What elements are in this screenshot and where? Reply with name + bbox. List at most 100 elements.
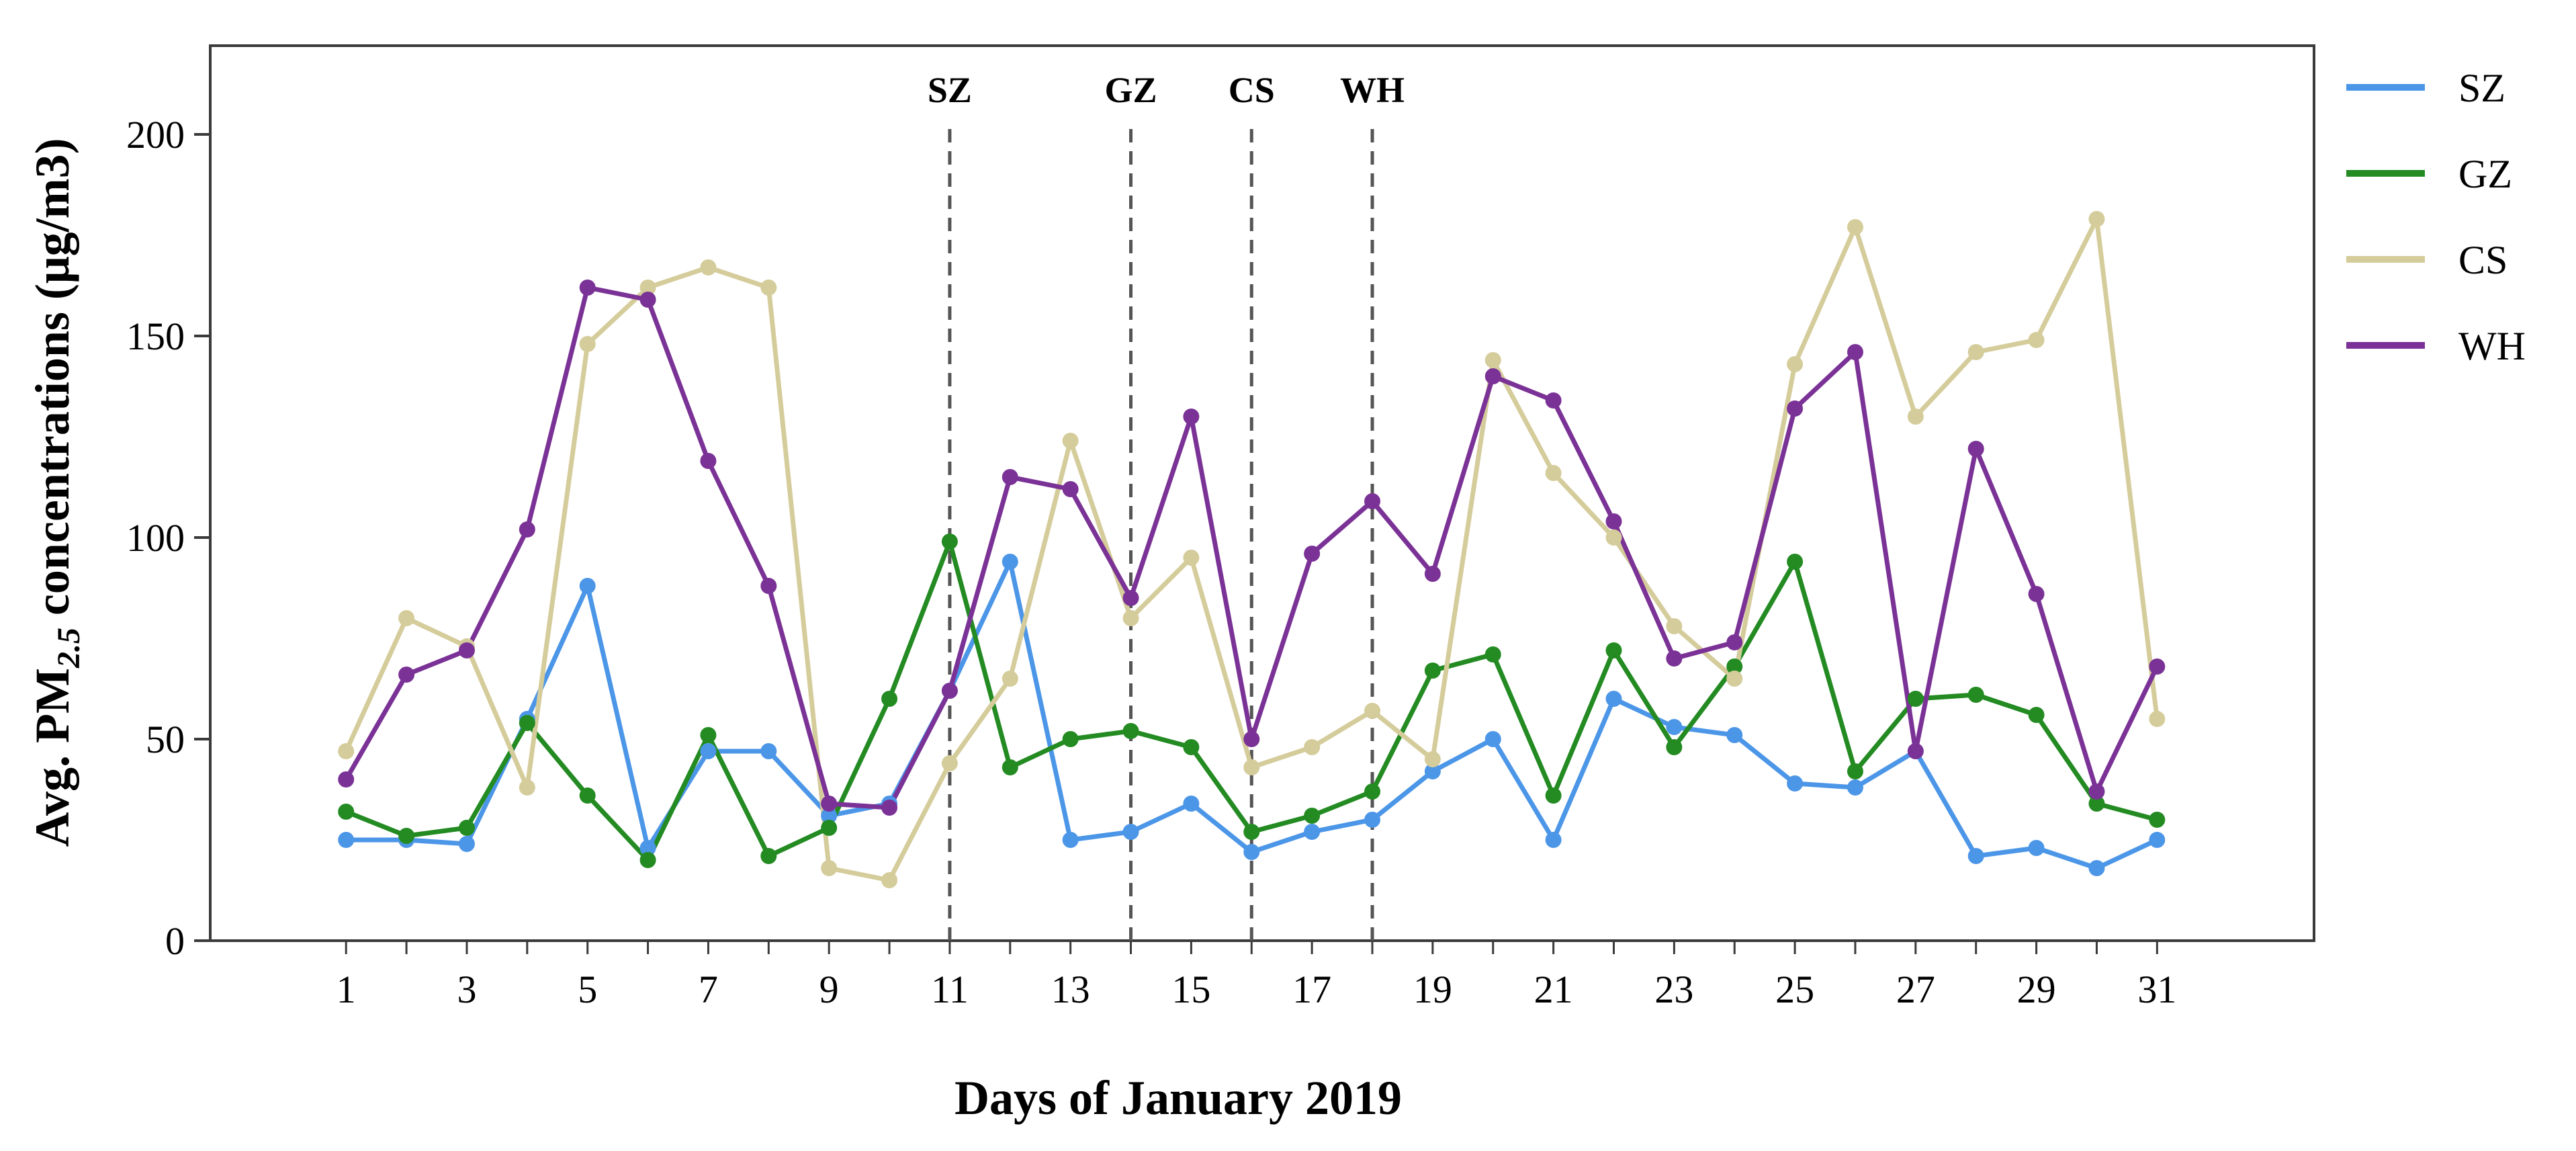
point-sz-26 — [1847, 779, 1863, 796]
point-sz-5 — [579, 578, 596, 594]
point-cs-28 — [1967, 344, 1984, 360]
series-line-wh — [344, 285, 2160, 810]
x-tick-label-7: 7 — [699, 968, 718, 1011]
legend-label-sz: SZ — [2458, 66, 2505, 110]
point-sz-29 — [2028, 840, 2045, 856]
point-sz-16 — [1243, 844, 1260, 860]
point-sz-15 — [1183, 796, 1200, 812]
point-cs-30 — [2088, 211, 2105, 227]
point-cs-19 — [1424, 751, 1441, 767]
point-cs-15 — [1183, 550, 1200, 566]
point-cs-1 — [338, 743, 355, 759]
x-tick-label-11: 11 — [931, 968, 969, 1011]
point-cs-7 — [700, 259, 717, 275]
point-sz-24 — [1726, 727, 1743, 743]
point-cs-26 — [1847, 219, 1863, 235]
point-sz-14 — [1122, 824, 1139, 840]
point-gz-7 — [700, 727, 717, 743]
point-wh-21 — [1545, 392, 1562, 409]
point-cs-9 — [821, 860, 838, 876]
x-tick-label-23: 23 — [1654, 968, 1693, 1011]
point-sz-21 — [1545, 832, 1562, 848]
x-tick-label-15: 15 — [1171, 968, 1210, 1011]
point-cs-14 — [1122, 610, 1139, 626]
x-tick-label-1: 1 — [337, 968, 356, 1011]
point-wh-4 — [519, 521, 535, 538]
plot-frame — [209, 44, 2315, 942]
point-wh-28 — [1967, 441, 1984, 457]
point-gz-9 — [821, 820, 838, 836]
point-gz-27 — [1907, 691, 1924, 707]
point-cs-22 — [1605, 529, 1622, 546]
x-tick-label-5: 5 — [578, 968, 597, 1011]
event-label-cs: CS — [1229, 70, 1275, 110]
point-wh-23 — [1666, 650, 1683, 667]
point-wh-29 — [2028, 586, 2045, 602]
point-cs-29 — [2028, 332, 2045, 348]
point-wh-22 — [1605, 513, 1622, 529]
x-tick-label-3: 3 — [457, 968, 476, 1011]
point-wh-16 — [1243, 731, 1260, 747]
point-wh-8 — [760, 578, 777, 594]
y-tick-label-0: 0 — [165, 919, 185, 963]
point-gz-3 — [458, 820, 475, 836]
y-tick-label-50: 50 — [146, 718, 185, 761]
point-sz-30 — [2088, 860, 2105, 876]
point-gz-4 — [519, 715, 535, 731]
point-wh-24 — [1726, 634, 1743, 650]
point-wh-25 — [1787, 400, 1804, 417]
point-wh-15 — [1183, 409, 1200, 425]
point-wh-19 — [1424, 566, 1441, 582]
point-wh-12 — [1002, 469, 1018, 485]
point-cs-12 — [1002, 671, 1018, 687]
x-axis-title: Days of January 2019 — [954, 1071, 1402, 1125]
point-sz-25 — [1787, 775, 1804, 792]
point-gz-18 — [1364, 783, 1381, 800]
point-sz-7 — [700, 743, 717, 759]
x-tick-label-9: 9 — [819, 968, 839, 1011]
point-sz-9 — [821, 808, 838, 824]
point-wh-9 — [821, 796, 838, 812]
y-tick-label-200: 200 — [126, 113, 185, 157]
point-wh-11 — [941, 683, 958, 699]
point-gz-10 — [881, 691, 898, 707]
point-cs-21 — [1545, 465, 1562, 481]
point-gz-26 — [1847, 763, 1863, 779]
x-tick-label-29: 29 — [2017, 968, 2056, 1011]
x-tick-label-21: 21 — [1534, 968, 1573, 1011]
point-sz-13 — [1062, 832, 1079, 848]
x-tick-label-31: 31 — [2137, 968, 2176, 1011]
point-cs-18 — [1364, 703, 1381, 719]
y-axis-title-suffix: concentrations (μg/m3) — [26, 138, 79, 628]
point-wh-27 — [1907, 743, 1924, 759]
point-wh-13 — [1062, 481, 1079, 497]
point-gz-14 — [1122, 723, 1139, 739]
point-cs-16 — [1243, 759, 1260, 775]
legend-label-cs: CS — [2458, 238, 2507, 282]
point-gz-28 — [1967, 687, 1984, 703]
point-sz-23 — [1666, 719, 1683, 735]
point-cs-8 — [760, 280, 777, 296]
point-sz-17 — [1304, 824, 1321, 840]
point-sz-18 — [1364, 812, 1381, 828]
y-axis-title-prefix: Avg. PM — [26, 668, 79, 847]
point-cs-20 — [1484, 352, 1501, 368]
point-gz-19 — [1424, 663, 1441, 679]
point-cs-6 — [639, 280, 656, 296]
point-gz-22 — [1605, 642, 1622, 658]
event-label-wh: WH — [1340, 70, 1405, 110]
point-gz-12 — [1002, 759, 1018, 775]
point-wh-20 — [1484, 368, 1501, 384]
x-tick-label-25: 25 — [1775, 968, 1814, 1011]
x-tick-label-27: 27 — [1896, 968, 1935, 1011]
point-wh-2 — [398, 667, 415, 683]
x-tick-label-13: 13 — [1051, 968, 1090, 1011]
y-tick-label-100: 100 — [126, 516, 185, 560]
point-wh-6 — [639, 292, 656, 308]
point-cs-17 — [1304, 739, 1321, 755]
point-wh-18 — [1364, 493, 1381, 509]
point-cs-25 — [1787, 356, 1804, 372]
point-wh-30 — [2088, 783, 2105, 800]
point-cs-27 — [1907, 409, 1924, 425]
point-gz-21 — [1545, 787, 1562, 804]
